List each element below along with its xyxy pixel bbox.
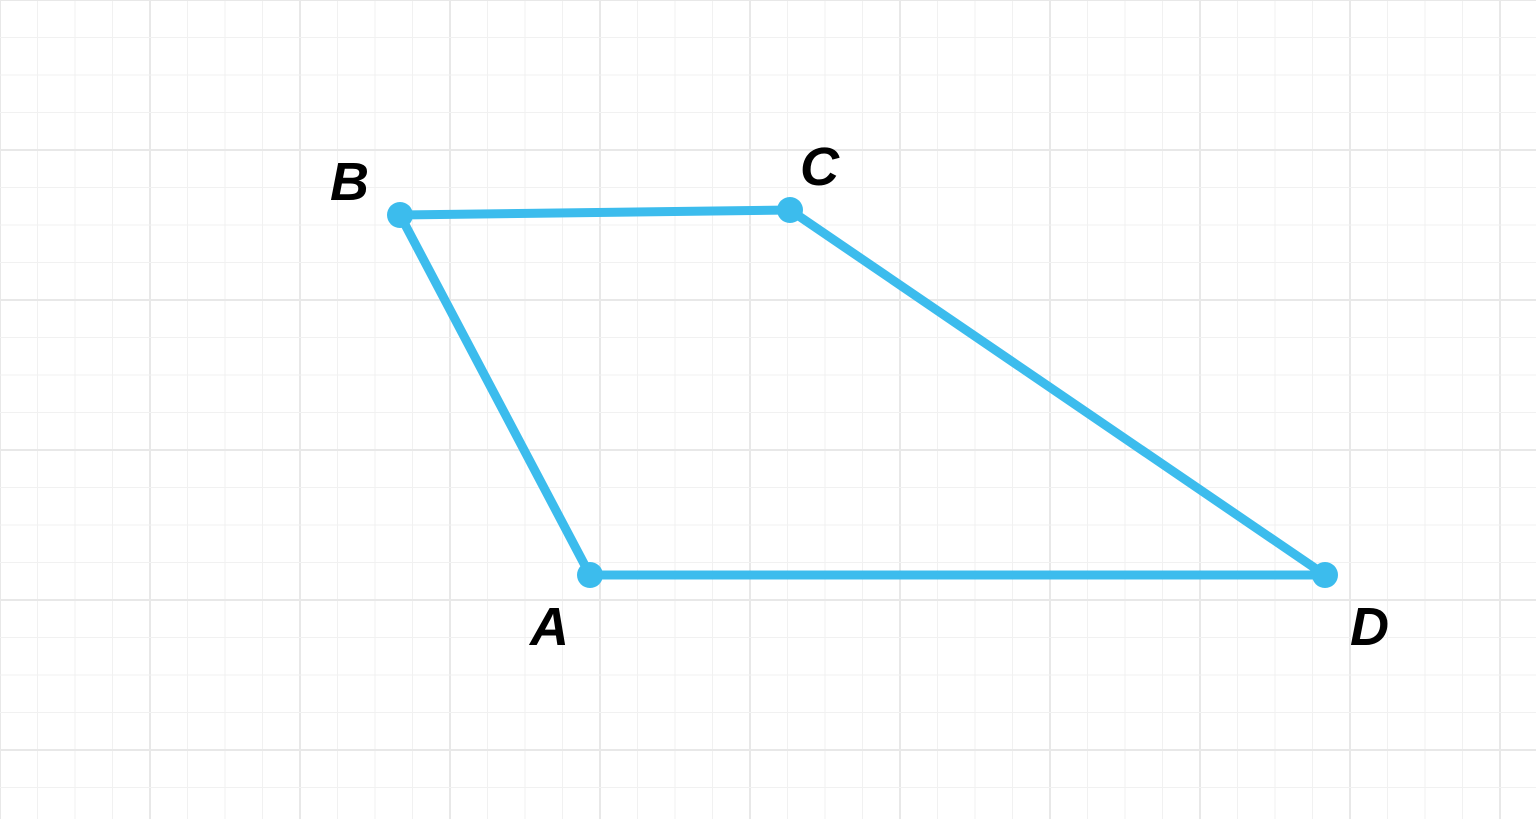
- vertex-label-B: B: [330, 152, 369, 212]
- vertex-point-C: [777, 197, 803, 223]
- vertex-label-D: D: [1350, 597, 1389, 657]
- vertex-label-A: A: [528, 597, 569, 657]
- vertex-point-D: [1312, 562, 1338, 588]
- geometry-diagram: A B C D: [0, 0, 1536, 819]
- vertex-label-C: C: [800, 137, 840, 197]
- diagram-background: [0, 0, 1536, 819]
- edge-BC: [400, 210, 790, 215]
- vertex-point-B: [387, 202, 413, 228]
- vertex-point-A: [577, 562, 603, 588]
